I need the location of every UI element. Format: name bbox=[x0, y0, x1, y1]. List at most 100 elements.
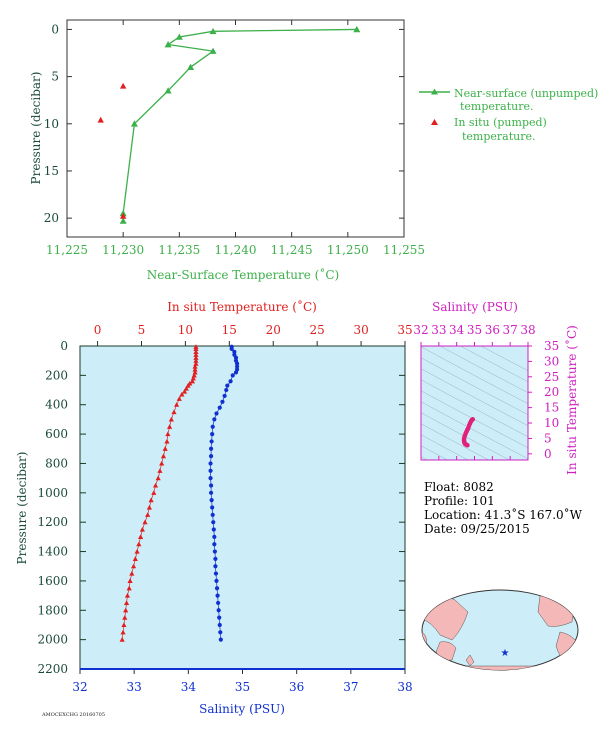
temperature-point bbox=[129, 570, 135, 576]
temperature-point bbox=[191, 372, 197, 378]
salinity-point bbox=[234, 361, 240, 366]
salinity-point bbox=[215, 593, 220, 598]
temperature-point bbox=[193, 346, 199, 352]
y-tick-label: 1200 bbox=[37, 515, 68, 529]
land-antarctica bbox=[424, 665, 576, 670]
temp-tick-label: 35 bbox=[397, 323, 412, 337]
salinity-point bbox=[214, 586, 220, 591]
date: Date: 09/25/2015 bbox=[424, 522, 530, 536]
location-map: ★ bbox=[421, 589, 579, 671]
temperature-point bbox=[164, 438, 170, 444]
temperature-point bbox=[193, 355, 199, 360]
temperature-point bbox=[126, 585, 132, 591]
float-info: Float: 8082 Profile: 101 Location: 41.3˚… bbox=[424, 480, 583, 536]
top-axis-label: In situ Temperature (˚C) bbox=[167, 299, 317, 314]
temperature-point bbox=[160, 453, 167, 459]
salinity-point bbox=[208, 461, 213, 466]
ts-y-tick-label: 35 bbox=[544, 339, 559, 353]
salinity-point bbox=[213, 564, 218, 569]
y-tick-label: 10 bbox=[44, 117, 59, 131]
temperature-point bbox=[157, 468, 163, 473]
temperature-point bbox=[193, 349, 199, 354]
salinity-point bbox=[210, 424, 215, 429]
float-id: Float: 8082 bbox=[424, 480, 494, 494]
temperature-point bbox=[181, 388, 188, 394]
salinity-point bbox=[209, 439, 214, 444]
salinity-point bbox=[208, 483, 214, 488]
legend: Near-surface (unpumped) temperature. In … bbox=[419, 87, 598, 143]
plot-frame bbox=[66, 19, 405, 238]
temperature-point bbox=[139, 526, 145, 532]
legend-label-unpumped-line2: temperature. bbox=[460, 100, 534, 113]
ts-x-tick-label: 37 bbox=[503, 323, 518, 337]
y-tick-label: 1800 bbox=[37, 603, 68, 617]
sal-tick-label: 37 bbox=[343, 680, 358, 694]
temp-tick-label: 5 bbox=[138, 323, 146, 337]
y-tick-label: 400 bbox=[45, 398, 68, 412]
salinity-point bbox=[222, 393, 227, 399]
point-unpumped bbox=[209, 27, 217, 35]
point-pumped bbox=[119, 213, 127, 219]
density-contour bbox=[421, 401, 528, 459]
salinity-point bbox=[210, 431, 215, 437]
temperature-point bbox=[159, 460, 165, 466]
series-line-unpumped bbox=[122, 28, 357, 221]
salinity-point bbox=[211, 520, 216, 525]
ts-point bbox=[465, 442, 470, 448]
point-unpumped bbox=[175, 33, 183, 40]
point-unpumped bbox=[209, 47, 217, 54]
x-tick-label: 11,240 bbox=[215, 243, 257, 257]
temperature-point bbox=[123, 607, 129, 613]
y-tick-label: 15 bbox=[44, 164, 59, 178]
temperature-point bbox=[192, 363, 198, 369]
temp-tick-label: 0 bbox=[94, 323, 102, 337]
y-tick-label: 2200 bbox=[37, 662, 68, 676]
star-icon: ★ bbox=[501, 648, 510, 659]
sal-tick-label: 34 bbox=[181, 680, 197, 694]
temperature-point bbox=[124, 592, 131, 598]
legend-marker-unpumped bbox=[431, 88, 438, 95]
temperature-point bbox=[193, 361, 199, 366]
salinity-point bbox=[216, 600, 221, 606]
salinity-point bbox=[233, 355, 239, 360]
ts-x-tick-label: 35 bbox=[467, 323, 482, 337]
density-contour bbox=[421, 445, 448, 460]
salinity-point bbox=[218, 637, 223, 642]
salinity-point bbox=[213, 556, 218, 561]
temperature-point bbox=[134, 548, 140, 554]
y-tick-label: 1600 bbox=[37, 574, 68, 588]
temperature-point bbox=[192, 366, 198, 372]
temperature-point bbox=[138, 534, 144, 539]
salinity-point bbox=[214, 578, 219, 584]
near-surface-temperature-chart: 11,225 11,230 11,235 11,240 11,245 11,250 11,2… bbox=[29, 19, 598, 282]
ts-y-tick-label: 30 bbox=[544, 354, 559, 368]
temperature-point bbox=[162, 446, 168, 451]
salinity-point bbox=[225, 383, 230, 388]
sal-tick-label: 36 bbox=[289, 680, 304, 694]
temp-tick-label: 10 bbox=[178, 323, 193, 337]
salinity-point bbox=[228, 379, 233, 384]
temp-tick-label: 25 bbox=[310, 323, 325, 337]
salinity-point bbox=[208, 490, 214, 495]
point-unpumped bbox=[119, 217, 127, 224]
legend-marker-pumped bbox=[431, 119, 438, 125]
profile-chart: 0200400600800100012001400160018002000220… bbox=[15, 299, 413, 716]
temperature-point bbox=[122, 615, 128, 620]
ts-y-tick-label: 15 bbox=[544, 401, 559, 415]
salinity-point bbox=[212, 542, 217, 547]
temperature-point bbox=[148, 497, 154, 503]
point-unpumped bbox=[187, 63, 195, 70]
sal-tick-label: 35 bbox=[235, 680, 250, 694]
point-unpumped bbox=[164, 41, 172, 48]
y-tick-label: 0 bbox=[51, 22, 59, 36]
salinity-point bbox=[217, 615, 222, 620]
y-tick-label: 2000 bbox=[37, 633, 68, 647]
ts-y-tick-label: 25 bbox=[544, 370, 559, 384]
temperature-point bbox=[123, 600, 130, 606]
y-tick-label: 20 bbox=[44, 211, 59, 225]
salinity-point bbox=[213, 571, 219, 576]
y-tick-label: 5 bbox=[51, 70, 59, 84]
ts-x-tick-label: 38 bbox=[520, 323, 535, 337]
x-axis-label: Near-Surface Temperature (˚C) bbox=[147, 267, 339, 282]
